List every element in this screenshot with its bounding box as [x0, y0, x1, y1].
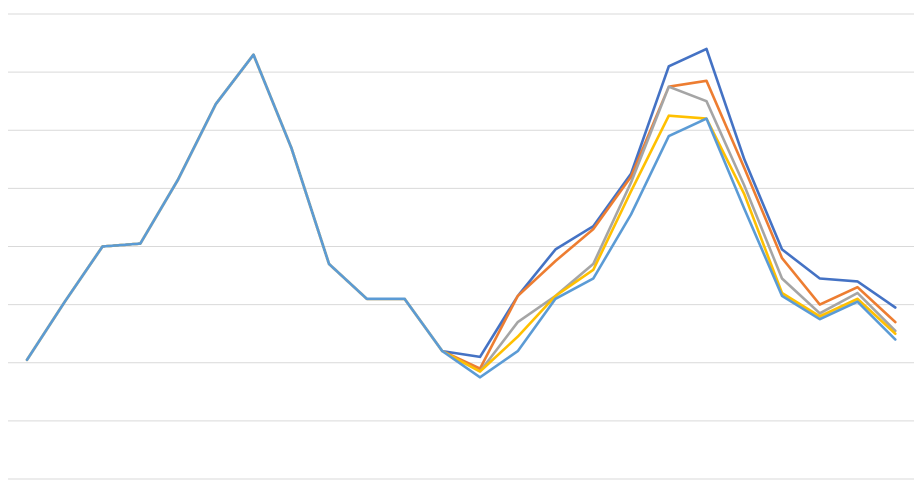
series-lines — [27, 49, 895, 377]
series-line-1 — [27, 49, 895, 360]
